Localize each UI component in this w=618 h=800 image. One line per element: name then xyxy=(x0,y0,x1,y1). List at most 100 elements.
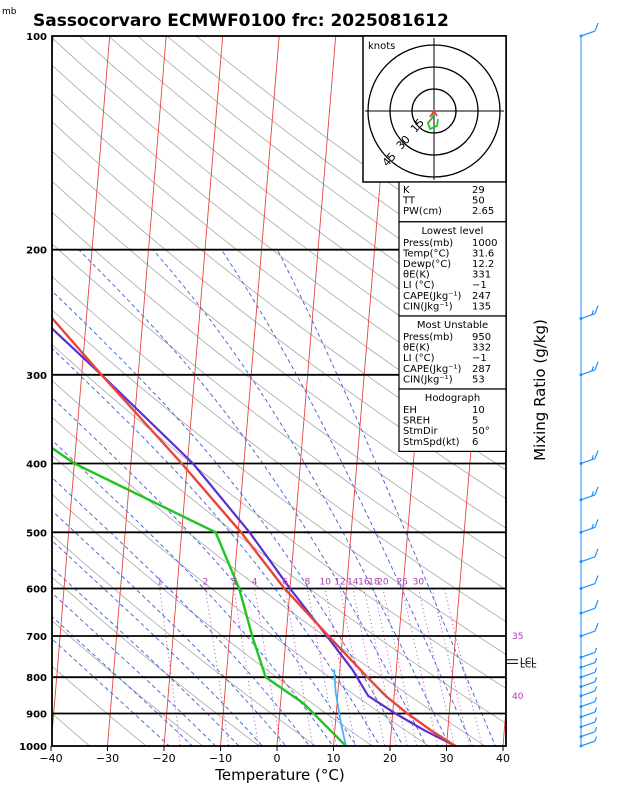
moist-adiabat-line xyxy=(52,540,264,746)
most-unstable-row-value: 53 xyxy=(472,374,485,385)
mixing-ratio-label: 4 xyxy=(252,577,258,587)
dry-adiabat-line xyxy=(52,276,506,623)
mixing-ratio-label: 14 xyxy=(347,577,359,587)
mixing-ratio-axis-label: Mixing Ratio (g/kg) xyxy=(531,319,549,461)
wind-barb-staff xyxy=(580,731,596,738)
moist-adiabat-line xyxy=(52,347,381,746)
wind-barb-staff xyxy=(580,701,596,708)
wind-barb-half xyxy=(594,736,598,742)
wind-barb-staff xyxy=(580,457,596,465)
wind-barb-full xyxy=(594,486,599,496)
wind-barb-half xyxy=(594,696,598,702)
isotherm-line xyxy=(558,20,618,761)
mixing-ratio-label: 30 xyxy=(413,577,425,587)
x-tick-label: −40 xyxy=(39,752,62,765)
lowest-level-row-value: 31.6 xyxy=(472,248,494,259)
most-unstable-row-label: CAPE(Jkg⁻¹) xyxy=(403,364,461,375)
most-unstable-row-label: θE(K) xyxy=(403,343,430,354)
wind-barb-staff xyxy=(580,30,596,37)
most-unstable-row-label: CIN(Jkg⁻¹) xyxy=(403,374,453,385)
lowest-level-row-value: −1 xyxy=(472,280,487,291)
isotherm-line xyxy=(276,36,337,746)
wind-barb-full xyxy=(594,600,599,609)
wind-barb-half xyxy=(594,717,598,723)
isotherms xyxy=(52,20,618,761)
wind-barb-full xyxy=(594,519,599,528)
dry-adiabat-line xyxy=(52,309,506,656)
moist-adiabat-line xyxy=(52,638,170,746)
mixing-ratio-label: 1 xyxy=(157,577,163,587)
wind-barb-staff xyxy=(580,630,596,637)
x-tick-label: −10 xyxy=(209,752,232,765)
sounding-profiles xyxy=(52,314,457,746)
wind-barb-half xyxy=(594,667,598,673)
wind-barb-half xyxy=(594,707,598,713)
wind-barb-staff xyxy=(580,711,596,718)
dry-adiabat-line xyxy=(52,576,260,746)
hodograph-stats-row-value: 6 xyxy=(472,437,478,448)
moist-adiabat-line xyxy=(52,615,194,746)
mixing-ratio-line xyxy=(401,588,438,746)
moist-adiabat-line xyxy=(52,290,404,746)
x-tick-label: −20 xyxy=(152,752,175,765)
hodograph-stats-row-value: 10 xyxy=(472,405,485,416)
pressure-tick-label: 200 xyxy=(26,246,47,257)
mixing-ratio-line xyxy=(363,588,398,746)
mixing-ratio-edge-label: 35 xyxy=(512,632,523,642)
hodograph-stats-row-label: StmDir xyxy=(403,426,438,437)
mixing-ratio-line xyxy=(443,588,483,746)
wind-barb-half xyxy=(591,491,594,497)
wind-barbs xyxy=(579,22,599,748)
dry-adiabat-line xyxy=(52,211,506,560)
indices-row-label: TT xyxy=(402,196,416,207)
wind-barb-staff xyxy=(580,494,596,501)
wind-barb-staff xyxy=(580,671,596,678)
mixing-ratio-lines xyxy=(159,588,483,746)
most-unstable-row-label: Press(mb) xyxy=(403,332,453,343)
dry-adiabat-line xyxy=(52,243,506,591)
dry-adiabat-line xyxy=(52,493,373,746)
mixing-ratio-line xyxy=(373,588,408,746)
mixing-ratio-line xyxy=(159,588,181,746)
wind-barb-staff xyxy=(580,740,596,747)
pressure-unit-label: mb xyxy=(2,7,17,17)
x-tick-label: 40 xyxy=(496,752,510,765)
mixing-ratio-line xyxy=(417,588,456,746)
pressure-tick-label: 800 xyxy=(26,673,47,684)
x-tick-label: −30 xyxy=(96,752,119,765)
hodograph-stats-row-label: SREH xyxy=(403,416,430,427)
dry-adiabat-line xyxy=(52,534,317,746)
mixing-ratio-edge-label: 40 xyxy=(512,692,524,702)
hodograph-stats-row-label: StmSpd(kt) xyxy=(403,437,460,448)
dry-adiabat-line xyxy=(52,416,486,746)
moist-adiabat-line xyxy=(52,592,217,746)
moist-adiabat-line xyxy=(52,476,310,746)
moist-adiabat-line xyxy=(152,249,450,746)
isotherm-line xyxy=(163,36,224,746)
mixing-ratio-label: 2 xyxy=(203,577,209,587)
dry-adiabat-line xyxy=(52,180,506,529)
hodograph-stats-header: Hodograph xyxy=(425,393,480,404)
indices-row-label: K xyxy=(403,185,410,196)
moist-adiabat-line xyxy=(52,439,334,746)
mixing-ratio-label: 25 xyxy=(397,577,408,587)
dry-adiabat-line xyxy=(52,454,430,746)
wind-barb-full xyxy=(594,575,599,584)
moist-adiabat-line xyxy=(52,396,357,746)
mixing-ratio-label: 8 xyxy=(305,577,311,587)
lowest-level-row-value: 135 xyxy=(472,301,491,312)
wind-barb-staff xyxy=(580,721,596,728)
lowest-level-header: Lowest level xyxy=(422,226,484,237)
y-axis-ticks: 100 200 300 400 500 600 700 800 900 1000 xyxy=(19,32,47,753)
lowest-level-row-label: Dewp(°C) xyxy=(403,259,451,270)
wind-barb-staff xyxy=(580,583,596,590)
indices-row-value: 50 xyxy=(472,196,485,207)
moist-adiabat-line xyxy=(52,510,287,746)
dry-adiabat-line xyxy=(52,64,506,416)
lowest-level-row-label: LI (°C) xyxy=(403,280,435,291)
isotherm-line xyxy=(52,36,54,56)
wind-barb-staff xyxy=(580,661,596,668)
